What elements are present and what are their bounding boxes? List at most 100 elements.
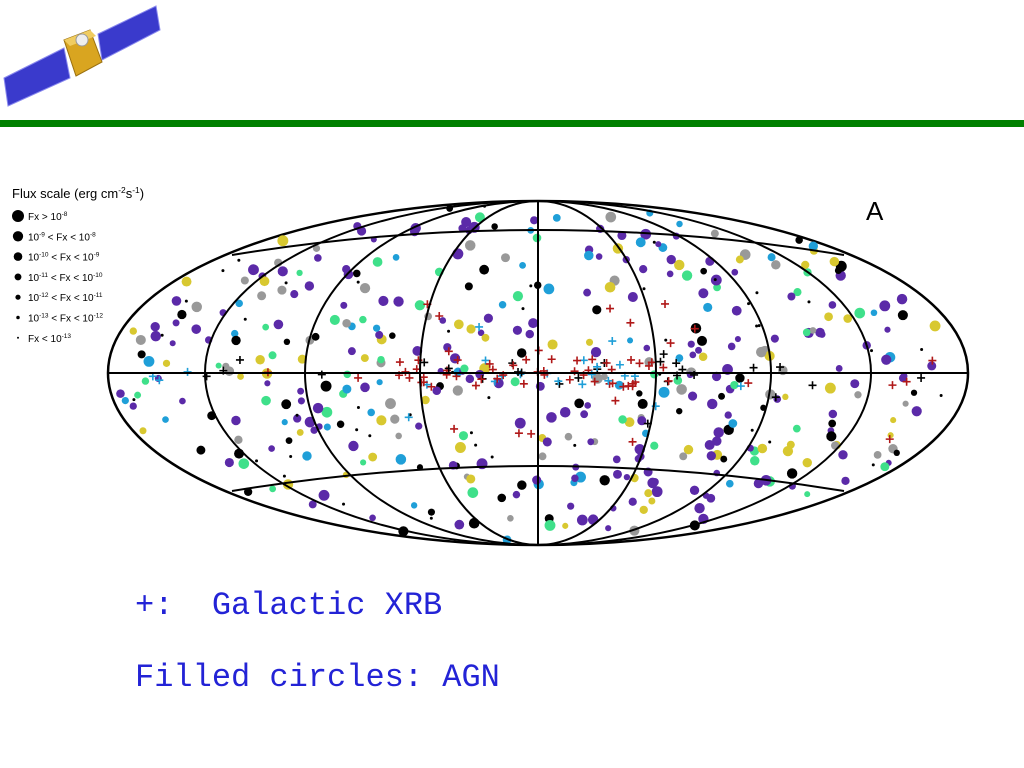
source-dot [447, 329, 451, 333]
text-segment: 10 [28, 314, 40, 325]
panel-label: A [866, 196, 884, 226]
source-cross [444, 347, 453, 356]
source-dot [573, 443, 577, 447]
source-dot [129, 327, 137, 335]
source-cross [659, 350, 668, 359]
source-dot [121, 396, 129, 405]
legend-title: Flux scale (erg cm-2s-1) [12, 185, 144, 201]
source-dot [674, 259, 685, 271]
source-dot [191, 301, 202, 313]
source-dot [707, 398, 718, 410]
source-dot [295, 413, 299, 417]
source-dot [237, 258, 241, 262]
source-dot [348, 440, 359, 452]
source-dot [720, 455, 728, 463]
source-dot [897, 310, 908, 321]
source-dot [352, 269, 361, 278]
source-dot [141, 377, 150, 385]
source-dot [651, 486, 663, 498]
source-dot [268, 445, 275, 452]
source-cross [736, 382, 745, 391]
source-dot [655, 241, 662, 248]
source-dot [756, 346, 767, 358]
source-dot [378, 295, 389, 306]
source-cross [608, 379, 617, 388]
source-dot [491, 223, 498, 230]
source-dot [664, 338, 668, 342]
source-dot [734, 335, 741, 343]
source-dot [343, 370, 352, 379]
source-dot [567, 502, 575, 510]
source-dot [676, 407, 683, 415]
source-dot [828, 419, 837, 428]
source-dot [728, 419, 738, 428]
source-dot [150, 322, 160, 332]
source-dot [689, 351, 697, 359]
source-dot [116, 389, 125, 398]
source-dot [542, 437, 552, 447]
source-dot [281, 399, 292, 410]
source-dot [639, 505, 648, 515]
source-cross [659, 363, 668, 372]
source-dot [605, 211, 617, 223]
source-dot [902, 400, 909, 407]
source-dot [461, 217, 472, 228]
source-cross [690, 324, 699, 333]
legend-entry: 10-10 < Fx < 10-9 [28, 252, 100, 264]
source-dot [792, 424, 801, 433]
source-dot [710, 229, 719, 238]
source-dot [650, 370, 659, 379]
source-dot [169, 340, 176, 347]
source-dot [730, 380, 739, 390]
source-dot [302, 451, 312, 461]
source-dot [273, 319, 284, 330]
source-dot [584, 250, 594, 261]
source-dot [828, 301, 837, 309]
source-dot [285, 437, 293, 444]
source-dot [552, 213, 561, 222]
source-dot [393, 296, 404, 307]
source-dot [277, 266, 288, 277]
source-cross [664, 376, 673, 385]
source-dot [747, 302, 751, 306]
legend-entry: 10-9 < Fx < 10-8 [28, 231, 96, 243]
source-dot [368, 434, 372, 438]
source-dot [415, 422, 423, 430]
text-segment: 10 [28, 253, 40, 264]
source-dot [879, 300, 891, 312]
source-dot [614, 380, 624, 390]
source-dot [501, 253, 510, 263]
source-dot [871, 463, 875, 467]
source-dot [666, 270, 674, 278]
source-dot [574, 398, 584, 409]
superscript: -12 [39, 292, 49, 299]
source-dot [269, 485, 277, 493]
source-dot [808, 241, 818, 251]
source-dot [543, 283, 555, 295]
source-dot [414, 300, 426, 311]
source-dot [135, 334, 146, 345]
source-dot [377, 355, 385, 364]
source-dot [512, 325, 523, 335]
source-dot [296, 269, 303, 277]
source-dot [268, 351, 277, 360]
source-dot [544, 519, 556, 531]
source-dot [283, 338, 291, 346]
source-dot [312, 402, 324, 414]
source-dot [257, 291, 267, 301]
source-cross [588, 355, 597, 364]
source-dot [450, 353, 461, 364]
text-segment: 10 [28, 232, 40, 243]
source-cross [485, 359, 494, 368]
source-dot [818, 330, 826, 338]
source-dot [289, 454, 293, 458]
source-dot [293, 414, 302, 423]
source-dot [277, 285, 287, 295]
source-dot [850, 379, 860, 389]
source-dot [676, 220, 683, 228]
source-dot [757, 324, 761, 328]
source-dot [367, 408, 375, 417]
source-dot [910, 389, 918, 396]
source-dot [547, 339, 558, 350]
